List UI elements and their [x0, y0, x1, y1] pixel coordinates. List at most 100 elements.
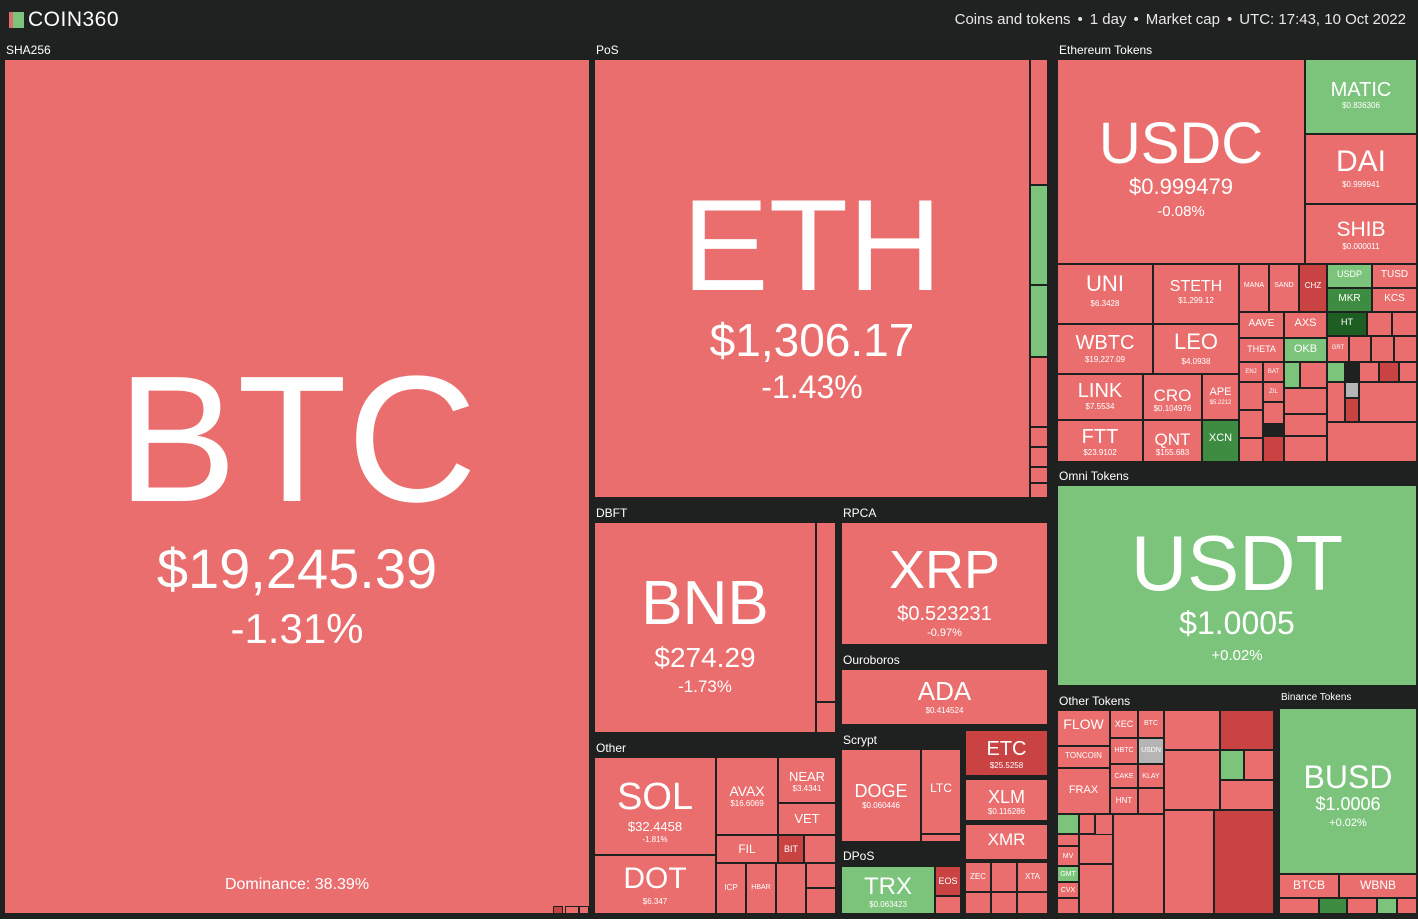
tile-bottom-small[interactable] [965, 892, 991, 914]
tile-other-tokens-small[interactable] [1057, 814, 1079, 834]
tile-trx[interactable]: TRX $0.063423 [841, 866, 935, 914]
tile-pos-small[interactable] [1030, 483, 1048, 498]
tile-ltc[interactable]: LTC [921, 749, 961, 834]
tile-eth-small[interactable] [1371, 336, 1394, 362]
tile-eth-small[interactable] [1345, 398, 1359, 422]
tile-frax[interactable]: FRAX [1057, 768, 1110, 814]
tile-usdc[interactable]: USDC $0.999479 -0.08% [1057, 59, 1305, 264]
tile-btc-other[interactable]: BTC [1138, 710, 1164, 738]
tile-other-tokens-small[interactable] [1220, 750, 1244, 780]
tile-uni[interactable]: UNI $6.3428 [1057, 264, 1153, 324]
tile-dai[interactable]: DAI $0.999941 [1305, 134, 1417, 204]
tile-binance-small[interactable] [1279, 898, 1319, 914]
tile-binance-small[interactable] [1397, 898, 1417, 914]
tile-other-tokens-small[interactable] [1079, 834, 1113, 864]
tile-eth-small[interactable] [1349, 336, 1371, 362]
tile-eth-small[interactable] [1239, 438, 1263, 462]
tile-near[interactable]: NEAR $3.4341 [778, 757, 836, 803]
tile-other-tokens-small[interactable] [1113, 814, 1164, 914]
tile-klay[interactable]: KLAY [1138, 764, 1164, 788]
tile-hbtc[interactable]: HBTC [1110, 738, 1138, 764]
tile-eth-small[interactable] [1284, 436, 1327, 462]
tile-leo[interactable]: LEO $4.0938 [1153, 324, 1239, 374]
tile-bnb[interactable]: BNB $274.29 -1.73% [594, 522, 816, 733]
tile-btc[interactable]: BTC $19,245.39 -1.31% [4, 59, 590, 914]
tile-other-tokens-small[interactable] [1214, 810, 1274, 914]
tile-doge[interactable]: DOGE $0.060446 [841, 749, 921, 842]
tile-other-tokens-small[interactable] [1244, 750, 1274, 780]
tile-pos-small[interactable] [1030, 467, 1048, 483]
tile-other-tokens-small[interactable] [1164, 810, 1214, 914]
tile-eth-small[interactable] [1284, 388, 1327, 414]
tile-other-tokens-small[interactable] [1164, 710, 1220, 750]
tile-eos[interactable]: EOS [935, 866, 961, 896]
tile-qnt[interactable]: QNT $155.683 [1143, 420, 1202, 462]
tile-eth-small[interactable] [1239, 382, 1263, 410]
tile-binance-small[interactable] [1347, 898, 1377, 914]
tile-link[interactable]: LINK $7.5534 [1057, 374, 1143, 420]
tile-avax[interactable]: AVAX $16.6069 [716, 757, 778, 835]
tile-eth-small[interactable] [1392, 312, 1417, 336]
tile-gmt[interactable]: GMT [1057, 866, 1079, 882]
tile-binance-small[interactable] [1319, 898, 1347, 914]
tile-other-small[interactable] [804, 835, 836, 863]
tile-other-tokens-small[interactable] [1057, 834, 1079, 846]
tile-axs[interactable]: AXS [1284, 312, 1327, 338]
tile-pos-small[interactable] [1030, 427, 1048, 447]
tile-usdp[interactable]: USDP [1327, 264, 1372, 288]
tile-bottom-small[interactable] [991, 892, 1017, 914]
tile-pos-small[interactable] [1030, 185, 1048, 285]
tile-hnt[interactable]: HNT [1110, 788, 1138, 814]
tile-pos-small[interactable] [1030, 59, 1048, 185]
tile-other-tokens-small[interactable] [1079, 864, 1113, 914]
tile-other-tokens-small[interactable] [1220, 710, 1274, 750]
tile-other-tokens-small[interactable] [1164, 750, 1220, 810]
tile-other-tokens-small[interactable] [1220, 780, 1274, 810]
tile-eth-small[interactable] [1359, 382, 1417, 422]
tile-bottom-small[interactable] [1017, 892, 1048, 914]
tile-xec[interactable]: XEC [1110, 710, 1138, 738]
tile-eth-small[interactable] [1367, 312, 1392, 336]
tile-binance-small[interactable] [1377, 898, 1397, 914]
tile-eth-small[interactable] [1394, 336, 1417, 362]
tile-eth-small[interactable] [1327, 362, 1345, 382]
tile-eth[interactable]: ETH $1,306.17 -1.43% [594, 59, 1030, 498]
filter-period[interactable]: 1 day [1089, 11, 1127, 28]
tile-sand[interactable]: SAND [1269, 264, 1299, 312]
tile-eth-small[interactable] [1359, 362, 1379, 382]
tile-scrypt-small[interactable] [921, 834, 961, 842]
tile-mana[interactable]: MANA [1239, 264, 1269, 312]
tile-ftt[interactable]: FTT $23.9102 [1057, 420, 1143, 462]
tile-small-coin[interactable] [553, 906, 563, 913]
tile-ape[interactable]: APE $5.2212 [1202, 374, 1239, 420]
tile-other-small[interactable] [776, 863, 806, 914]
tile-other-tokens-small[interactable] [1057, 898, 1079, 914]
tile-mv[interactable]: MV [1057, 846, 1079, 866]
tile-zil[interactable]: ZIL [1263, 382, 1284, 402]
tile-xcn[interactable]: XCN [1202, 420, 1239, 462]
tile-icp[interactable]: ICP [716, 863, 746, 914]
tile-xmr[interactable]: XMR [965, 824, 1048, 860]
tile-fil[interactable]: FIL [716, 835, 778, 863]
tile-eth-small[interactable] [1239, 410, 1263, 438]
tile-eth-small[interactable] [1327, 382, 1345, 422]
tile-chz[interactable]: CHZ [1299, 264, 1327, 312]
tile-xrp[interactable]: XRP $0.523231 -0.97% [841, 522, 1048, 645]
tile-dbft-small[interactable] [816, 702, 836, 733]
tile-zec[interactable]: ZEC [965, 862, 991, 892]
tile-bit[interactable]: BIT [778, 835, 804, 863]
tile-dbft-small[interactable] [816, 522, 836, 702]
tile-eth-small[interactable] [1399, 362, 1417, 382]
tile-wbtc[interactable]: WBTC $19,227.09 [1057, 324, 1153, 374]
tile-xlm[interactable]: XLM $0.116286 [965, 779, 1048, 821]
tile-toncoin[interactable]: TONCOIN [1057, 746, 1110, 768]
tile-hbar[interactable]: HBAR [746, 863, 776, 914]
tile-btcb[interactable]: BTCB [1279, 874, 1339, 898]
tile-okb[interactable]: OKB [1284, 338, 1327, 362]
tile-eth-small[interactable] [1345, 382, 1359, 398]
tile-eth-small[interactable] [1263, 436, 1284, 462]
tile-steth[interactable]: STETH $1,299.12 [1153, 264, 1239, 324]
tile-eth-small[interactable] [1284, 362, 1300, 388]
tile-other-tokens-small[interactable] [1079, 814, 1095, 834]
tile-eth-small[interactable] [1327, 422, 1417, 462]
